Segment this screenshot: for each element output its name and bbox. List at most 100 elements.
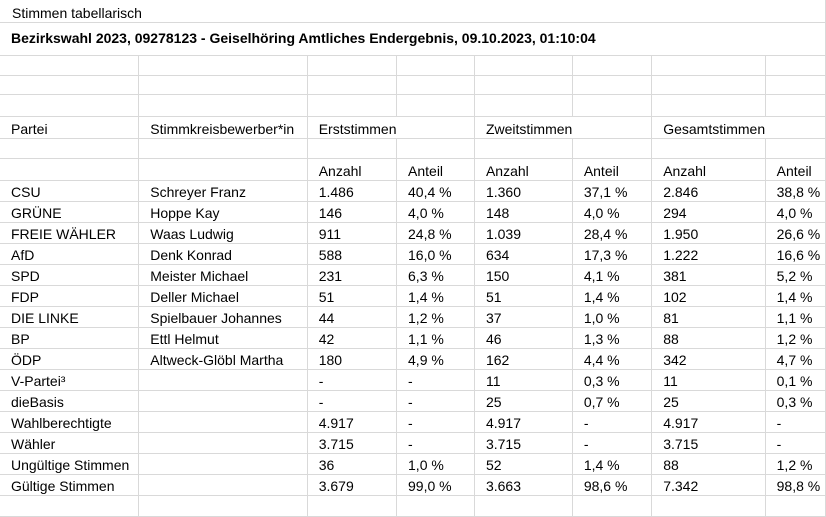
erst-anteil-cell[interactable]: - [396, 411, 475, 433]
gesamt-anteil-cell[interactable]: 1,4 % [765, 285, 826, 307]
zweit-anteil-cell[interactable]: 1,4 % [572, 453, 653, 475]
erst-anzahl-cell[interactable]: 3.679 [307, 474, 398, 496]
zweit-anzahl-cell[interactable]: 46 [474, 327, 573, 349]
bewerber-cell[interactable] [138, 432, 308, 454]
erst-anzahl-cell[interactable]: 588 [307, 243, 398, 265]
cell[interactable] [651, 138, 766, 159]
zweit-anteil-cell[interactable]: - [572, 432, 653, 454]
erst-anteil-cell[interactable]: 1,1 % [396, 327, 475, 349]
cell[interactable] [307, 55, 398, 76]
cell[interactable] [0, 55, 140, 76]
cell[interactable] [765, 75, 826, 95]
cell[interactable] [138, 158, 308, 181]
partei-cell[interactable]: GRÜNE [0, 201, 140, 223]
zweit-anteil-cell[interactable]: 4,1 % [572, 264, 653, 286]
zweit-anzahl-cell[interactable]: 51 [474, 285, 573, 307]
erst-anteil-cell[interactable]: 1,2 % [396, 306, 475, 328]
gesamt-anteil-cell[interactable]: 4,7 % [765, 348, 826, 370]
zweit-anzahl-cell[interactable]: 162 [474, 348, 573, 370]
erst-anteil-cell[interactable]: - [396, 432, 475, 454]
partei-cell[interactable]: AfD [0, 243, 140, 265]
cell[interactable] [396, 116, 475, 139]
partei-cell[interactable]: Wähler [0, 432, 140, 454]
erst-anteil-cell[interactable]: 6,3 % [396, 264, 475, 286]
cell[interactable] [765, 138, 826, 159]
header-gesamt-anzahl[interactable]: Anzahl [651, 158, 766, 181]
gesamt-anzahl-cell[interactable]: 81 [651, 306, 766, 328]
bewerber-cell[interactable] [138, 369, 308, 391]
cell[interactable] [765, 55, 826, 76]
gesamt-anteil-cell[interactable]: 1,1 % [765, 306, 826, 328]
bewerber-cell[interactable]: Spielbauer Johannes [138, 306, 308, 328]
gesamt-anteil-cell[interactable]: - [765, 432, 826, 454]
erst-anzahl-cell[interactable]: 911 [307, 222, 398, 244]
erst-anzahl-cell[interactable]: 231 [307, 264, 398, 286]
cell[interactable] [474, 495, 573, 517]
bewerber-cell[interactable] [138, 390, 308, 412]
erst-anteil-cell[interactable]: 1,0 % [396, 453, 475, 475]
gesamt-anzahl-cell[interactable]: 1.222 [651, 243, 766, 265]
cell[interactable] [572, 55, 653, 76]
gesamt-anzahl-cell[interactable]: 1.950 [651, 222, 766, 244]
erst-anzahl-cell[interactable]: 1.486 [307, 180, 398, 202]
erst-anteil-cell[interactable]: 40,4 % [396, 180, 475, 202]
erst-anzahl-cell[interactable]: - [307, 369, 398, 391]
bewerber-cell[interactable]: Deller Michael [138, 285, 308, 307]
bewerber-cell[interactable]: Ettl Helmut [138, 327, 308, 349]
erst-anzahl-cell[interactable]: 44 [307, 306, 398, 328]
cell[interactable] [651, 55, 766, 76]
gesamt-anzahl-cell[interactable]: 11 [651, 369, 766, 391]
bewerber-cell[interactable]: Altweck-Glöbl Martha [138, 348, 308, 370]
bewerber-cell[interactable]: Meister Michael [138, 264, 308, 286]
bewerber-cell[interactable]: Waas Ludwig [138, 222, 308, 244]
cell[interactable] [396, 495, 475, 517]
gesamt-anzahl-cell[interactable]: 3.715 [651, 432, 766, 454]
gesamt-anteil-cell[interactable]: 1,2 % [765, 327, 826, 349]
zweit-anteil-cell[interactable]: 98,6 % [572, 474, 653, 496]
partei-cell[interactable]: Gültige Stimmen [0, 474, 140, 496]
bewerber-cell[interactable]: Hoppe Kay [138, 201, 308, 223]
bewerber-cell[interactable] [138, 453, 308, 475]
erst-anzahl-cell[interactable]: 51 [307, 285, 398, 307]
cell[interactable] [572, 495, 653, 517]
gesamt-anteil-cell[interactable]: 16,6 % [765, 243, 826, 265]
bewerber-cell[interactable]: Denk Konrad [138, 243, 308, 265]
zweit-anteil-cell[interactable]: 4,4 % [572, 348, 653, 370]
gesamt-anzahl-cell[interactable]: 342 [651, 348, 766, 370]
zweit-anzahl-cell[interactable]: 3.715 [474, 432, 573, 454]
cell[interactable] [138, 55, 308, 76]
gesamt-anzahl-cell[interactable]: 7.342 [651, 474, 766, 496]
header-zweit-anteil[interactable]: Anteil [572, 158, 653, 181]
partei-cell[interactable]: FREIE WÄHLER [0, 222, 140, 244]
erst-anzahl-cell[interactable]: 4.917 [307, 411, 398, 433]
partei-cell[interactable]: Ungültige Stimmen [0, 453, 140, 475]
cell[interactable] [572, 116, 653, 139]
cell[interactable] [572, 94, 653, 117]
cell[interactable] [765, 116, 826, 139]
cell[interactable] [307, 495, 398, 517]
gesamt-anteil-cell[interactable]: 26,6 % [765, 222, 826, 244]
cell[interactable] [0, 75, 140, 95]
cell[interactable] [0, 138, 140, 159]
sheet-caption[interactable]: Stimmen tabellarisch [0, 0, 826, 23]
zweit-anteil-cell[interactable]: 4,0 % [572, 201, 653, 223]
header-erst-anteil[interactable]: Anteil [396, 158, 475, 181]
cell[interactable] [651, 495, 766, 517]
bewerber-cell[interactable]: Schreyer Franz [138, 180, 308, 202]
cell[interactable] [765, 94, 826, 117]
erst-anteil-cell[interactable]: 1,4 % [396, 285, 475, 307]
partei-cell[interactable]: SPD [0, 264, 140, 286]
header-partei[interactable]: Partei [0, 116, 140, 139]
cell[interactable] [138, 495, 308, 517]
erst-anteil-cell[interactable]: - [396, 369, 475, 391]
cell[interactable] [396, 94, 475, 117]
cell[interactable] [138, 75, 308, 95]
cell[interactable] [138, 138, 308, 159]
erst-anzahl-cell[interactable]: 36 [307, 453, 398, 475]
partei-cell[interactable]: dieBasis [0, 390, 140, 412]
erst-anteil-cell[interactable]: - [396, 390, 475, 412]
gesamt-anzahl-cell[interactable]: 2.846 [651, 180, 766, 202]
erst-anzahl-cell[interactable]: 146 [307, 201, 398, 223]
zweit-anzahl-cell[interactable]: 1.039 [474, 222, 573, 244]
partei-cell[interactable]: BP [0, 327, 140, 349]
